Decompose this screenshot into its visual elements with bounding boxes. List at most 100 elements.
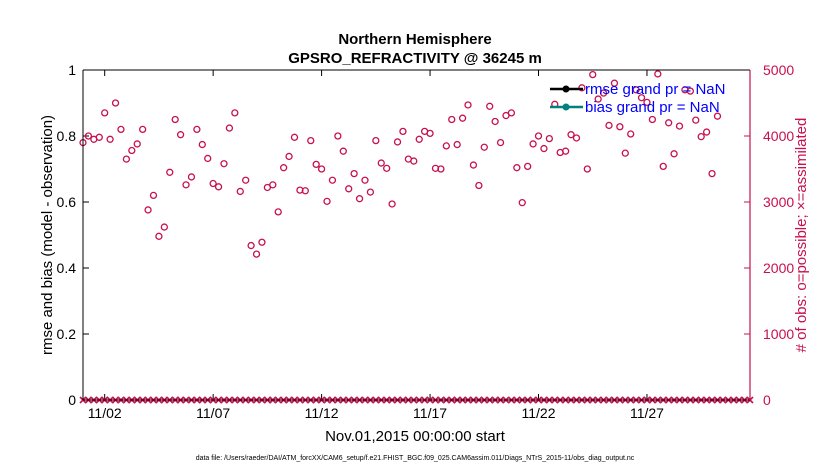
- possible-obs-point: [220, 160, 228, 168]
- possible-obs-point: [540, 144, 548, 153]
- possible-obs-point: [285, 152, 293, 161]
- possible-obs-point: [437, 165, 445, 173]
- left-tick-label: 0.6: [57, 194, 77, 210]
- x-tick-label: 11/17: [413, 405, 447, 421]
- possible-obs-point: [84, 132, 93, 140]
- possible-obs-point: [399, 127, 407, 136]
- possible-obs-point: [496, 138, 505, 147]
- possible-obs-point: [388, 200, 396, 208]
- possible-obs-point: [480, 143, 488, 151]
- right-tick-label: 3000: [763, 194, 794, 210]
- legend-bias-marker: [562, 103, 570, 111]
- right-tick-label: 4000: [763, 128, 794, 144]
- possible-obs-point: [258, 238, 266, 246]
- possible-obs-point: [198, 140, 206, 149]
- possible-obs-point: [334, 132, 342, 140]
- possible-obs-point: [182, 181, 190, 189]
- possible-obs-point: [383, 164, 391, 172]
- possible-obs-point: [648, 115, 657, 124]
- legend-bias-label: bias grand pr = NaN: [585, 99, 720, 116]
- possible-obs-point: [214, 183, 223, 191]
- data-file-footer: data file: /Users/raeder/DAI/ATM_forcXX/…: [196, 455, 635, 462]
- x-tick-label: 11/07: [196, 405, 230, 421]
- possible-obs-point: [122, 155, 131, 163]
- possible-obs-point: [513, 164, 521, 172]
- x-tick-label: 11/22: [522, 405, 556, 421]
- possible-obs-point: [605, 121, 613, 130]
- plot-area: [83, 70, 750, 400]
- possible-obs-point: [139, 125, 147, 134]
- possible-obs-point: [301, 187, 309, 195]
- left-tick-label: 1: [68, 62, 76, 78]
- possible-obs-point: [659, 162, 667, 171]
- possible-obs-point: [469, 161, 478, 169]
- possible-obs-point: [518, 199, 526, 207]
- left-tick-label: 0.2: [57, 326, 77, 342]
- possible-obs-point: [453, 140, 461, 149]
- possible-obs-point: [697, 133, 705, 141]
- possible-obs-point: [328, 176, 337, 184]
- possible-obs-point: [252, 250, 261, 258]
- possible-obs-point: [464, 101, 472, 109]
- possible-obs-point: [95, 133, 103, 141]
- possible-obs-point: [486, 102, 494, 110]
- possible-obs-point: [599, 89, 608, 97]
- x-tick-label: 11/02: [88, 405, 122, 421]
- possible-obs-point: [193, 125, 201, 134]
- x-tick-label: 11/12: [305, 405, 339, 421]
- left-tick-label: 0.8: [57, 128, 77, 144]
- possible-obs-point: [632, 86, 640, 94]
- possible-obs-point: [393, 138, 402, 146]
- possible-obs-point: [149, 191, 158, 200]
- possible-obs-point: [111, 99, 120, 107]
- possible-obs-point: [128, 146, 136, 155]
- possible-obs-point: [372, 136, 380, 145]
- possible-obs-point: [610, 79, 619, 87]
- possible-obs-point: [702, 128, 711, 136]
- possible-obs-point: [361, 176, 369, 184]
- possible-obs-point: [160, 223, 168, 231]
- possible-obs-point: [242, 176, 250, 184]
- possible-obs-series: [79, 70, 722, 258]
- possible-obs-point: [692, 116, 700, 124]
- possible-obs-point: [507, 109, 516, 117]
- possible-obs-point: [561, 147, 570, 155]
- possible-obs-point: [713, 112, 722, 120]
- possible-obs-point: [621, 149, 629, 157]
- legend-rmse-label: rmse grand pr = NaN: [585, 81, 725, 98]
- possible-obs-point: [616, 123, 624, 131]
- x-tick-label: 11/27: [630, 405, 664, 421]
- possible-obs-point: [204, 154, 212, 163]
- x-axis-label: Nov.01,2015 00:00:00 start: [325, 428, 506, 445]
- possible-obs-point: [675, 122, 684, 130]
- possible-obs-point: [567, 131, 575, 139]
- possible-obs-point: [545, 134, 554, 143]
- possible-obs-point: [534, 132, 543, 140]
- x-axis-ticks: 11/02 11/07 11/12 11/17 11/22 11/27: [88, 70, 664, 421]
- possible-obs-point: [269, 181, 277, 189]
- possible-obs-point: [442, 142, 450, 150]
- possible-obs-point: [686, 87, 694, 95]
- legend-rmse-marker: [562, 85, 570, 93]
- possible-obs-point: [279, 164, 288, 172]
- possible-obs-point: [491, 117, 499, 126]
- possible-obs-point: [415, 135, 423, 143]
- right-axis-ticks: 0 1000 2000 3000 4000 5000: [744, 62, 794, 408]
- possible-obs-point: [377, 159, 385, 167]
- possible-obs-point: [209, 179, 217, 188]
- right-tick-label: 1000: [763, 326, 794, 342]
- possible-obs-point: [317, 165, 326, 173]
- possible-obs-point: [654, 70, 662, 78]
- left-tick-label: 0: [68, 392, 76, 408]
- possible-obs-point: [171, 115, 179, 124]
- possible-obs-point: [665, 119, 673, 127]
- possible-obs-point: [524, 162, 532, 171]
- possible-obs-point: [572, 134, 581, 142]
- possible-obs-point: [410, 157, 418, 165]
- left-axis-label: rmse and bias (model - observation): [39, 115, 56, 355]
- possible-obs-point: [350, 169, 358, 178]
- possible-obs-point: [583, 165, 591, 173]
- possible-obs-point: [345, 185, 353, 193]
- possible-obs-point: [176, 131, 185, 139]
